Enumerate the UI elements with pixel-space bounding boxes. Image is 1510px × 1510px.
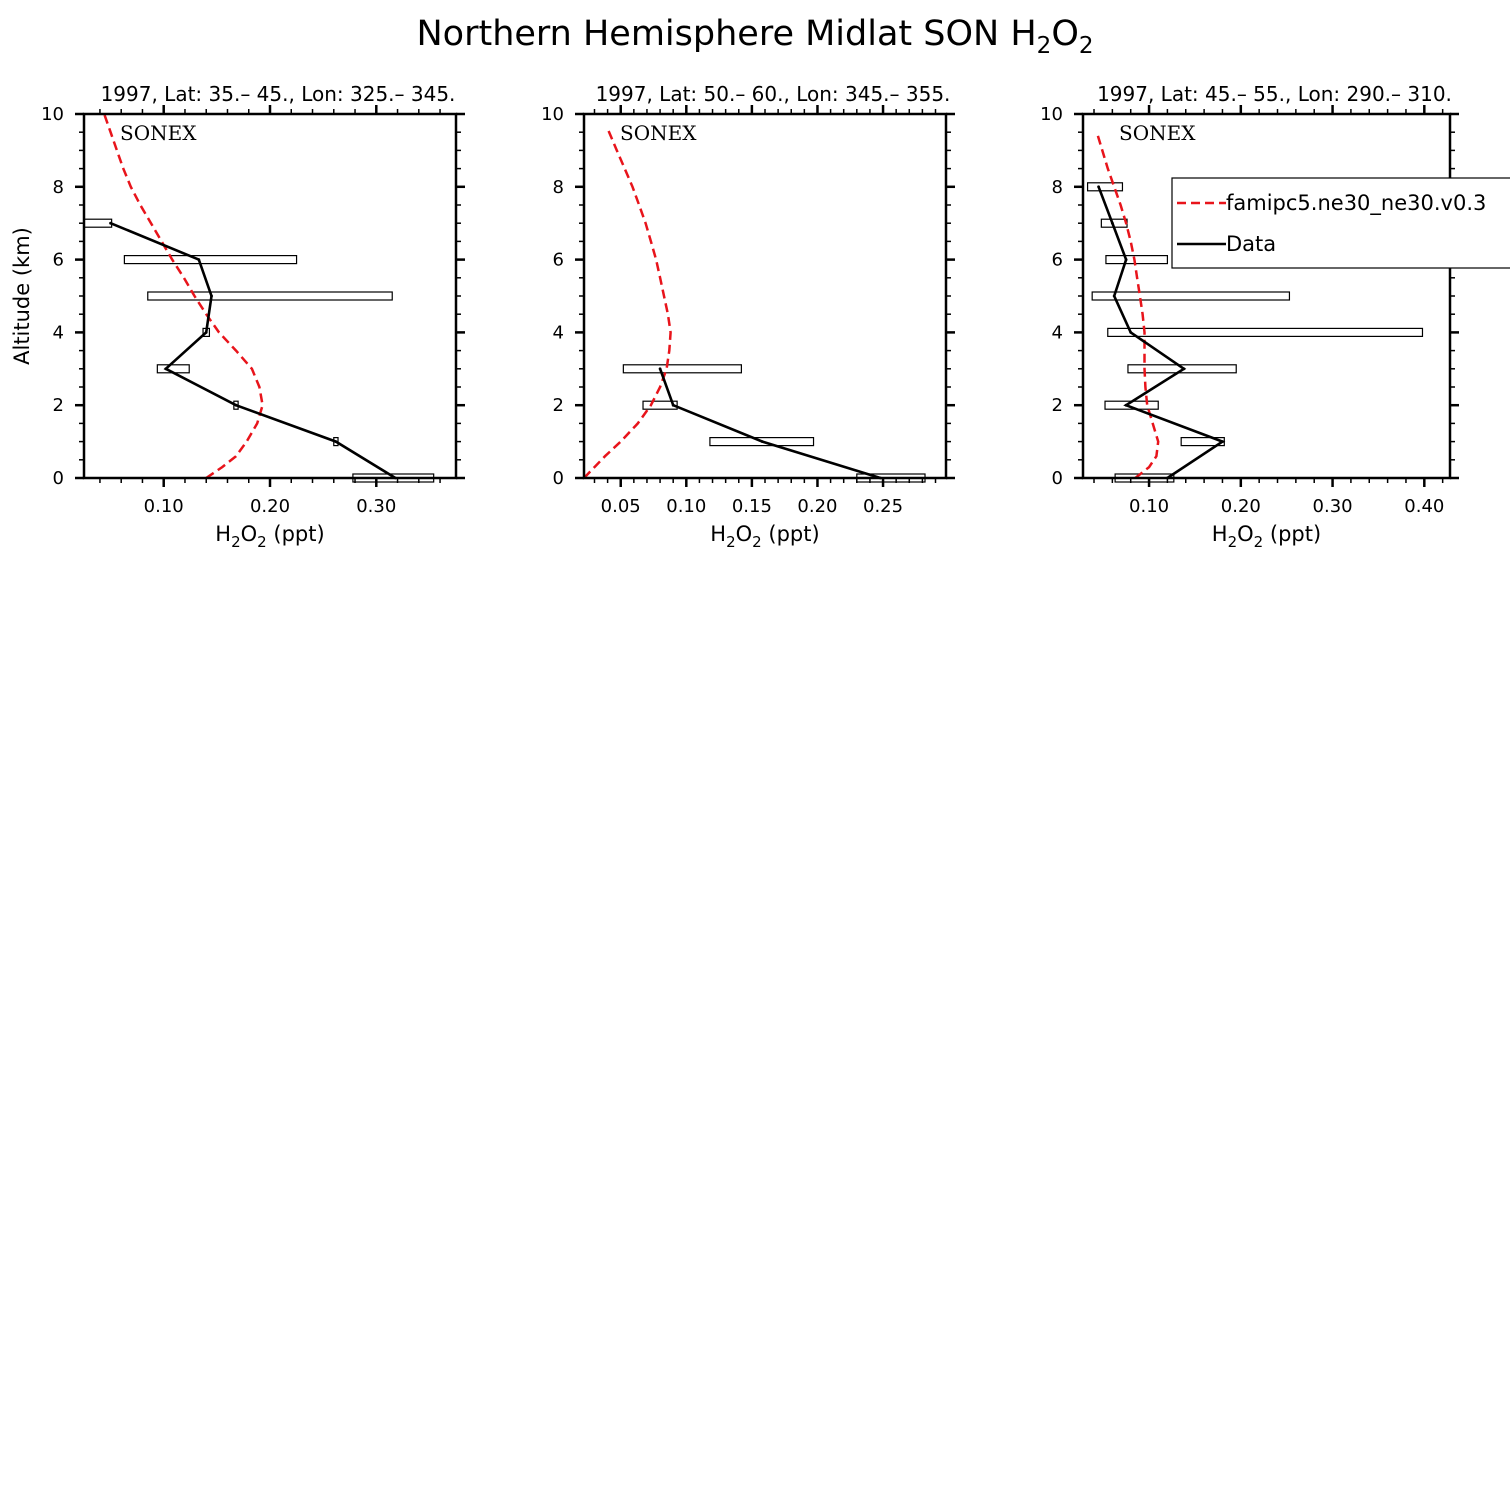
- data-point: [1124, 258, 1128, 261]
- figure-title: Northern Hemisphere Midlat SON H2O2: [416, 14, 1093, 59]
- data-point: [334, 440, 338, 443]
- panel-title: 1997, Lat: 50.– 60., Lon: 345.– 355.: [596, 82, 951, 106]
- data-point: [1221, 440, 1224, 443]
- data-point: [210, 294, 213, 298]
- data-point: [1129, 331, 1133, 334]
- data-series-line: [110, 221, 397, 480]
- data-point: [109, 221, 112, 225]
- range-box: [622, 364, 742, 374]
- y-tick-label: 4: [1052, 322, 1063, 343]
- data-point: [204, 331, 208, 334]
- y-tick-label: 10: [1040, 104, 1063, 125]
- chart-panels: 0 2 4 6 8 10 0.10 0.20 0.30 H2O2 (ppt) 1997, Lat: …: [41, 82, 1459, 551]
- data-point: [197, 258, 201, 261]
- data-point: [1124, 403, 1128, 407]
- data-point: [1110, 221, 1114, 225]
- y-tick-label: 8: [1052, 177, 1063, 198]
- x-axis-title: H2O2 (ppt): [215, 522, 324, 551]
- legend-data-label: Data: [1226, 232, 1276, 256]
- x-tick-label: 0.30: [356, 496, 396, 517]
- y-tick-label: 4: [553, 322, 564, 343]
- x-tick-label: 0.20: [797, 496, 837, 517]
- campaign-label: SONEX: [620, 121, 697, 145]
- range-box: [642, 400, 678, 410]
- y-tick-label: 6: [1052, 250, 1063, 271]
- chart-panel-3: 0 2 4 6 8 10 0.10 0.20 0.30 0.40 H2O2 (ppt) 1997, L…: [1040, 82, 1459, 551]
- x-tick-label: 0.10: [666, 496, 706, 517]
- chart-panel-2: 0 2 4 6 8 10 0.05 0.10 0.15 0.20 0.25 H2O2 (ppt) 199…: [541, 82, 955, 551]
- x-tick-label: 0.30: [1313, 496, 1353, 517]
- range-box: [123, 255, 298, 265]
- data-point: [164, 367, 168, 371]
- data-point: [1112, 294, 1116, 298]
- campaign-label: SONEX: [1119, 121, 1196, 145]
- range-box: [83, 218, 113, 228]
- y-tick-label: 8: [53, 177, 64, 198]
- y-tick-label: 10: [541, 104, 564, 125]
- data-series-line: [658, 368, 881, 480]
- y-tick-label: 2: [1052, 395, 1063, 416]
- model-series-line: [583, 128, 672, 479]
- x-tick-label: 0.10: [1129, 496, 1169, 517]
- x-tick-label: 0.15: [732, 496, 772, 517]
- y-tick-label: 2: [553, 395, 564, 416]
- range-box: [1091, 291, 1291, 301]
- y-tick-label: 0: [53, 468, 64, 489]
- y-tick-label: 2: [53, 395, 64, 416]
- y-tick-label: 4: [53, 322, 64, 343]
- campaign-label: SONEX: [120, 121, 197, 145]
- x-tick-label: 0.10: [144, 496, 184, 517]
- range-box: [147, 291, 393, 301]
- y-tick-label: 8: [553, 177, 564, 198]
- y-tick-label: 10: [41, 104, 64, 125]
- x-tick-label: 0.25: [863, 496, 903, 517]
- range-box: [1086, 182, 1124, 192]
- model-series-line: [1095, 131, 1160, 479]
- x-tick-label: 0.20: [250, 496, 290, 517]
- x-axis-title: H2O2 (ppt): [1212, 522, 1321, 551]
- chart-panel-1: 0 2 4 6 8 10 0.10 0.20 0.30 H2O2 (ppt) 1997, Lat: …: [41, 82, 465, 551]
- panel-title: 1997, Lat: 45.– 55., Lon: 290.– 310.: [1097, 82, 1452, 106]
- x-tick-label: 0.40: [1404, 496, 1444, 517]
- y-tick-label: 6: [553, 250, 564, 271]
- data-point: [760, 440, 764, 443]
- legend-model-label: famipc5.ne30_ne30.v0.3: [1226, 191, 1486, 216]
- range-box: [1107, 327, 1424, 337]
- data-point: [1182, 367, 1186, 371]
- data-point: [1097, 185, 1100, 189]
- y-tick-label: 0: [1052, 468, 1063, 489]
- data-point: [658, 367, 662, 371]
- data-point: [234, 403, 238, 407]
- x-tick-label: 0.05: [601, 496, 641, 517]
- y-axis-title: Altitude (km): [10, 227, 34, 365]
- y-tick-label: 0: [553, 468, 564, 489]
- range-box: [1105, 255, 1169, 265]
- x-tick-label: 0.20: [1221, 496, 1261, 517]
- data-point: [671, 403, 675, 407]
- panel-title: 1997, Lat: 35.– 45., Lon: 325.– 345.: [101, 82, 456, 106]
- legend: famipc5.ne30_ne30.v0.3 Data: [1171, 177, 1510, 269]
- legend-box: [1171, 177, 1510, 269]
- y-tick-label: 6: [53, 250, 64, 271]
- x-axis-title: H2O2 (ppt): [710, 522, 819, 551]
- model-series-line: [103, 113, 264, 480]
